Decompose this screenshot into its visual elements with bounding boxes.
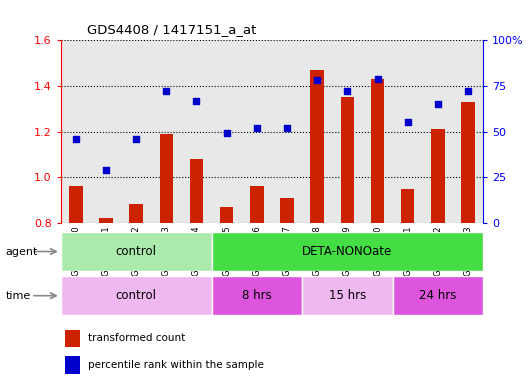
Text: 24 hrs: 24 hrs [419, 289, 457, 302]
Bar [302, 40, 332, 223]
Text: DETA-NONOate: DETA-NONOate [302, 245, 392, 258]
Bar [302, 276, 393, 315]
Bar [401, 189, 414, 223]
Bar [212, 40, 242, 223]
Bar [461, 102, 475, 223]
Bar [393, 276, 483, 315]
Bar [65, 329, 80, 348]
Point [464, 88, 472, 94]
Text: control: control [116, 289, 157, 302]
Point [72, 136, 80, 142]
Point [252, 125, 261, 131]
Bar [61, 40, 91, 223]
Text: 15 hrs: 15 hrs [329, 289, 366, 302]
Point [373, 76, 382, 82]
Bar [242, 40, 272, 223]
Bar [69, 186, 82, 223]
Bar [190, 159, 203, 223]
Text: time: time [5, 291, 31, 301]
Bar [99, 218, 113, 223]
Bar [182, 40, 212, 223]
Bar [453, 40, 483, 223]
Bar [341, 97, 354, 223]
Bar [393, 40, 423, 223]
Bar [61, 276, 212, 315]
Point [102, 167, 110, 173]
Bar [362, 40, 393, 223]
Text: 8 hrs: 8 hrs [242, 289, 272, 302]
Bar [250, 186, 263, 223]
Bar [65, 356, 80, 374]
Bar [91, 40, 121, 223]
Bar [121, 40, 151, 223]
Point [222, 130, 231, 136]
Bar [212, 232, 483, 271]
Bar [280, 198, 294, 223]
Point [162, 88, 171, 94]
Point [283, 125, 291, 131]
Point [403, 119, 412, 126]
Bar [371, 79, 384, 223]
Bar [431, 129, 445, 223]
Bar [212, 276, 302, 315]
Text: agent: agent [5, 247, 37, 257]
Point [313, 78, 322, 84]
Bar [332, 40, 362, 223]
Point [433, 101, 442, 107]
Text: control: control [116, 245, 157, 258]
Bar [61, 232, 212, 271]
Text: percentile rank within the sample: percentile rank within the sample [88, 360, 264, 370]
Text: transformed count: transformed count [88, 333, 185, 344]
Bar [272, 40, 302, 223]
Bar [151, 40, 182, 223]
Bar [220, 207, 233, 223]
Bar [423, 40, 453, 223]
Point [343, 88, 352, 94]
Point [132, 136, 140, 142]
Point [192, 98, 201, 104]
Bar [159, 134, 173, 223]
Bar [310, 70, 324, 223]
Bar [129, 205, 143, 223]
Text: GDS4408 / 1417151_a_at: GDS4408 / 1417151_a_at [87, 23, 257, 36]
